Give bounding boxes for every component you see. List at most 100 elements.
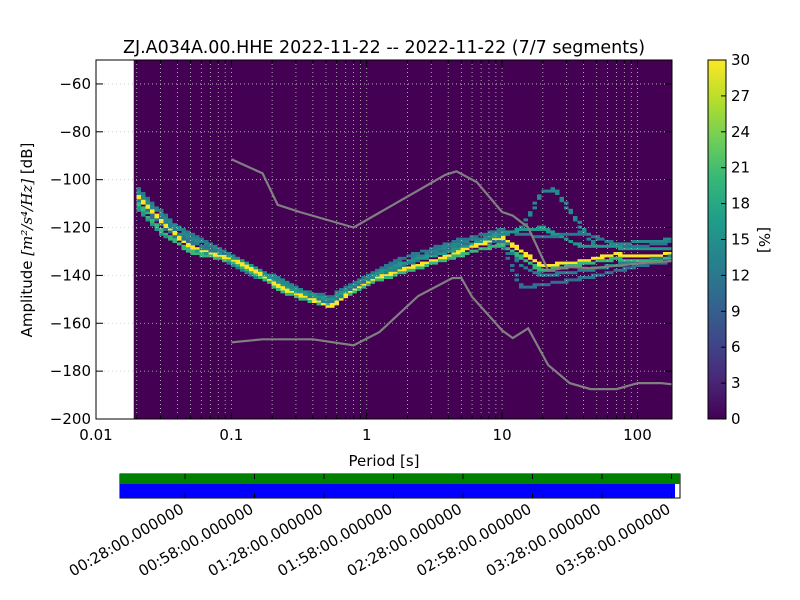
heatmap-cell: [204, 249, 209, 253]
heatmap-cell: [325, 304, 330, 308]
heatmap-cell: [136, 189, 141, 193]
heatmap-cell: [496, 240, 501, 243]
heatmap-cell: [208, 242, 213, 246]
heatmap-cell: [154, 225, 159, 229]
heatmap-cell: [510, 268, 515, 272]
heatmap-cell: [339, 297, 344, 301]
heatmap-cell: [208, 244, 213, 248]
heatmap-cell: [604, 259, 609, 263]
heatmap-cell: [528, 213, 533, 217]
heatmap-cell: [231, 259, 236, 263]
heatmap-cell: [415, 252, 420, 255]
heatmap-cell: [478, 237, 483, 241]
heatmap-cell: [159, 230, 164, 234]
heatmap-cell: [487, 240, 492, 243]
heatmap-cell: [379, 276, 384, 279]
heatmap-cell: [411, 254, 416, 258]
heatmap-cell: [613, 256, 618, 260]
heatmap-cell: [465, 252, 470, 255]
heatmap-cell: [532, 271, 537, 275]
heatmap-cell: [483, 235, 488, 239]
heatmap-cell: [141, 194, 146, 198]
heatmap-cell: [546, 264, 551, 267]
heatmap-cell: [577, 276, 582, 279]
coverage-data-band: [120, 484, 675, 498]
heatmap-cell: [618, 261, 623, 265]
heatmap-cell: [163, 213, 168, 217]
heatmap-cell: [375, 271, 380, 275]
y-axis-ticks: −60 −80 −100 −120 −140 −160 −180 −200: [50, 75, 672, 428]
heatmap-cell: [460, 252, 465, 255]
heatmap-cell: [501, 247, 506, 251]
heatmap-cell: [402, 271, 407, 275]
heatmap-cell: [312, 295, 317, 299]
heatmap-cell: [591, 276, 596, 279]
heatmap-cell: [168, 225, 173, 229]
heatmap-cell: [199, 247, 204, 251]
heatmap-cell: [141, 192, 146, 195]
heatmap-cell: [519, 228, 524, 231]
heatmap-cell: [451, 249, 456, 253]
heatmap-cell: [433, 244, 438, 248]
heatmap-cell: [447, 256, 452, 260]
colorbar: 0 3 6 9 12 15 18 21 24 27 30 [%]: [707, 51, 773, 428]
heatmap-cell: [559, 280, 564, 284]
heatmap-cell: [208, 252, 213, 255]
heatmap-cell: [339, 290, 344, 294]
heatmap-cell: [172, 230, 177, 234]
heatmap-cell: [420, 256, 425, 260]
heatmap-cell: [168, 235, 173, 239]
heatmap-cell: [217, 254, 222, 258]
heatmap-cell: [159, 211, 164, 215]
heatmap-cell: [384, 266, 389, 270]
heatmap-cell: [285, 283, 290, 287]
heatmap-cell: [402, 256, 407, 260]
heatmap-cell: [222, 254, 227, 258]
heatmap-cell: [550, 189, 555, 193]
heatmap-cell: [613, 268, 618, 272]
heatmap-cell: [141, 199, 146, 203]
heatmap-cell: [136, 192, 141, 195]
heatmap-cell: [190, 244, 195, 248]
heatmap-cell: [343, 288, 348, 291]
heatmap-cell: [154, 206, 159, 210]
heatmap-cell: [402, 261, 407, 265]
heatmap-cell: [654, 254, 659, 258]
heatmap-cell: [168, 220, 173, 224]
heatmap-cell: [375, 268, 380, 272]
heatmap-cell: [654, 256, 659, 260]
heatmap-cell: [519, 225, 524, 229]
heatmap-cell: [663, 256, 668, 260]
heatmap-cell: [316, 300, 321, 303]
heatmap-cell: [550, 187, 555, 191]
heatmap-cell: [330, 297, 335, 301]
heatmap-cell: [474, 242, 479, 246]
heatmap-cell: [307, 297, 312, 301]
heatmap-cell: [258, 268, 263, 272]
heatmap-cell: [186, 249, 191, 253]
plot-frame: [95, 59, 673, 420]
heatmap-cell: [618, 244, 623, 248]
heatmap-cell: [253, 268, 258, 272]
heatmap-cell: [163, 218, 168, 222]
heatmap-cell: [154, 216, 159, 219]
heatmap-cell: [483, 237, 488, 241]
heatmap-cell: [582, 232, 587, 236]
heatmap-cell: [456, 244, 461, 248]
heatmap-cell: [645, 240, 650, 243]
heatmap-cell: [253, 271, 258, 275]
heatmap-cell: [226, 259, 231, 263]
heatmap-cell: [631, 240, 636, 243]
heatmap-cell: [555, 235, 560, 239]
heatmap-cell: [231, 254, 236, 258]
heatmap-cell: [379, 271, 384, 275]
heatmap-cell: [195, 247, 200, 251]
heatmap-cell: [622, 261, 627, 265]
heatmap-cell: [334, 302, 339, 306]
heatmap-cell: [249, 268, 254, 272]
heatmap-cell: [514, 232, 519, 236]
y-tick-label: −160: [50, 314, 91, 332]
heatmap-cell: [622, 259, 627, 263]
heatmap-cell: [564, 264, 569, 267]
heatmap-cell: [172, 235, 177, 239]
